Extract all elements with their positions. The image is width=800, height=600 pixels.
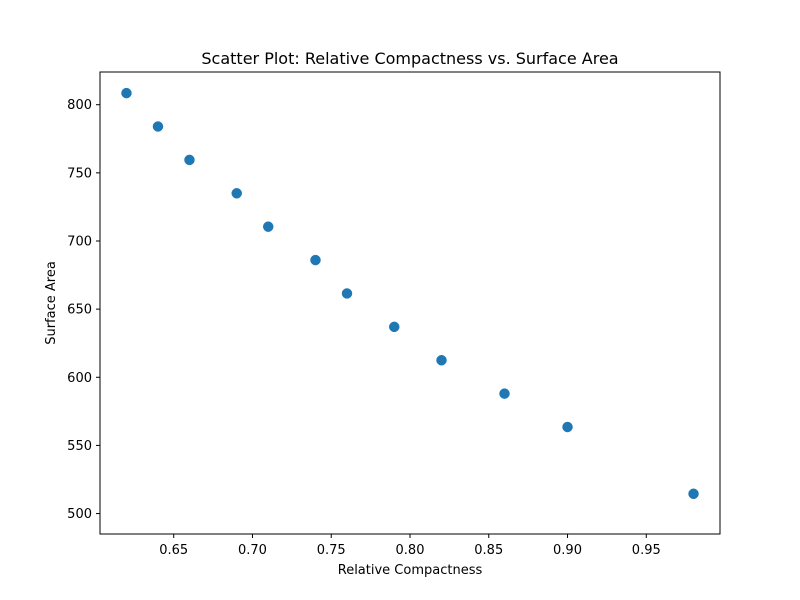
- y-tick-label: 600: [67, 371, 92, 386]
- points-layer: [121, 87, 699, 500]
- y-tick-label: 550: [67, 439, 92, 454]
- x-tick-label: 0.85: [474, 543, 503, 558]
- scatter-point: [121, 87, 132, 99]
- x-tick-label: 0.75: [317, 543, 346, 558]
- x-tick-label: 0.80: [396, 543, 425, 558]
- scatter-point: [499, 388, 510, 399]
- y-axis-label: Surface Area: [44, 261, 59, 345]
- scatter-point: [688, 488, 699, 500]
- scatter-point: [562, 421, 573, 433]
- scatter-point: [262, 221, 274, 232]
- scatter-point: [310, 254, 321, 266]
- y-tick-label: 500: [67, 507, 92, 522]
- y-tick-label: 750: [67, 166, 92, 181]
- x-axis: 0.65 0.70 0.75 0.80 0.85 0.90 0.95: [159, 534, 661, 558]
- x-axis-label: Relative Compactness: [338, 563, 483, 578]
- scatter-point: [152, 121, 164, 132]
- y-tick-label: 700: [67, 234, 92, 249]
- scatter-point: [231, 188, 242, 199]
- y-tick-label: 800: [67, 98, 92, 113]
- x-tick-label: 0.65: [159, 543, 188, 558]
- y-axis: 500 550 600 650 700 750 800: [67, 98, 100, 522]
- chart-title: Scatter Plot: Relative Compactness vs. S…: [201, 49, 618, 68]
- scatter-point: [341, 288, 353, 299]
- x-tick-label: 0.95: [632, 543, 661, 558]
- scatter-point: [388, 321, 400, 333]
- scatter-point: [184, 154, 195, 166]
- y-tick-label: 650: [67, 303, 92, 318]
- x-tick-label: 0.70: [238, 543, 267, 558]
- x-tick-label: 0.90: [553, 543, 582, 558]
- scatter-point: [436, 354, 447, 366]
